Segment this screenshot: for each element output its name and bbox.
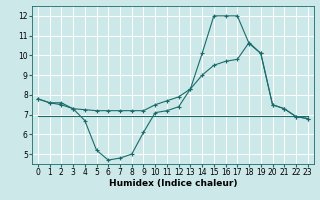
X-axis label: Humidex (Indice chaleur): Humidex (Indice chaleur)	[108, 179, 237, 188]
